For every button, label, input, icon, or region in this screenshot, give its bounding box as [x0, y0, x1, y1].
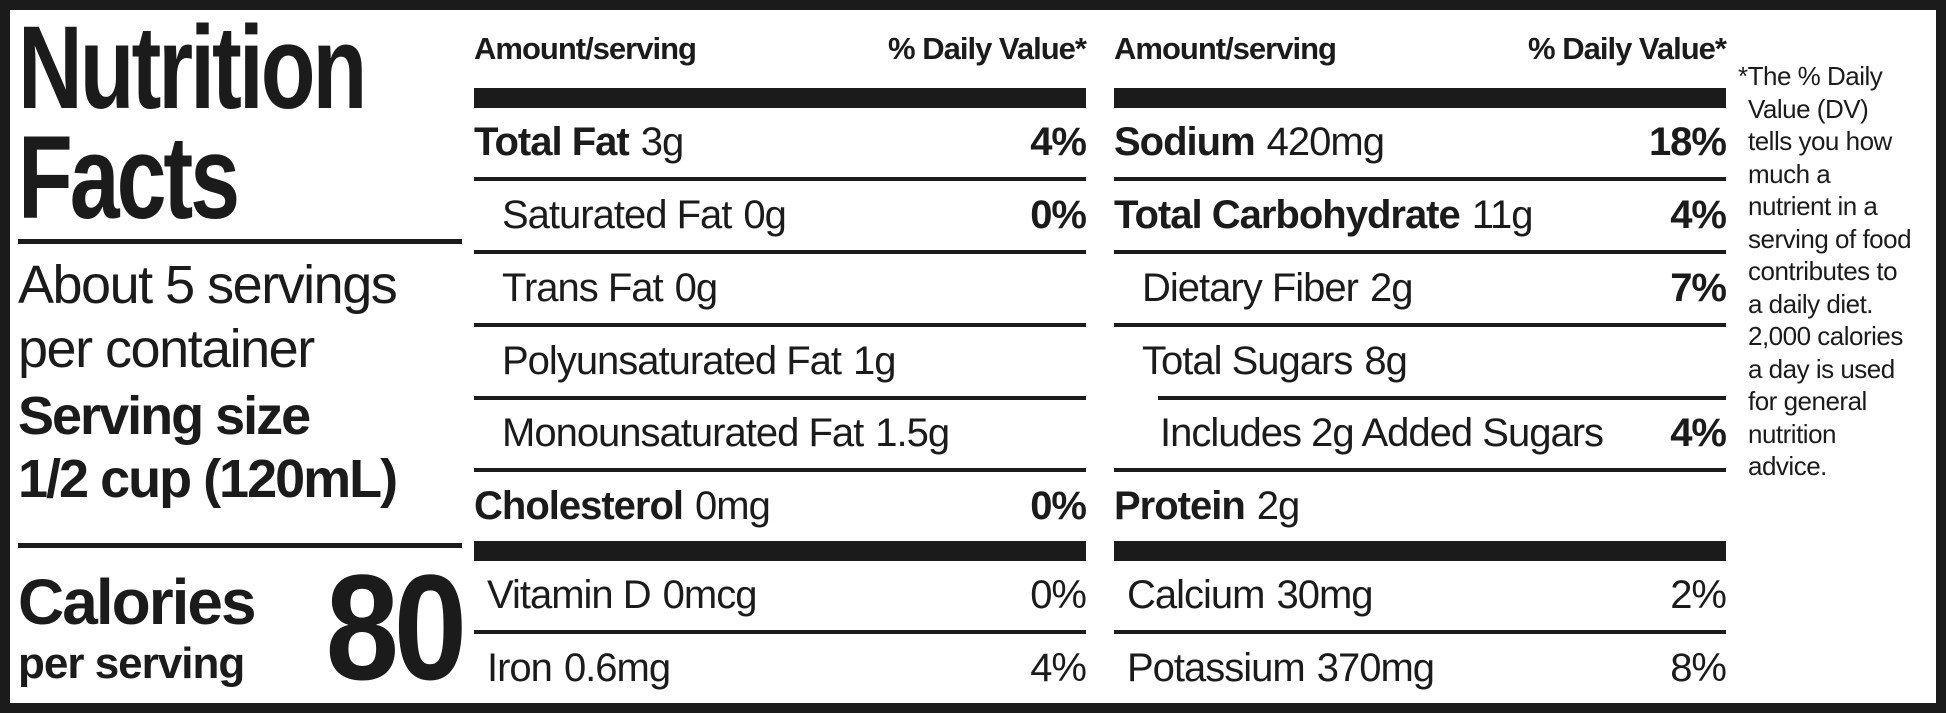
nutrient-row-polyunsaturated-fat: Polyunsaturated Fat 1g [474, 327, 1086, 396]
calories-sublabel: per serving [18, 638, 245, 688]
nutrient-amount: 1g [853, 338, 896, 383]
divider [474, 176, 1086, 181]
nutrient-name: Saturated Fat [502, 192, 732, 237]
calories-section: Calories per serving 80 [18, 542, 468, 711]
nutrient-name: Total Sugars [1142, 338, 1353, 383]
nutrient-row-total-fat: Total Fat 3g 4% [474, 108, 1087, 177]
column-header: Amount/serving % Daily Value* [1114, 10, 1727, 88]
title-line-facts: Facts [18, 111, 240, 244]
thick-bar [1114, 541, 1726, 562]
nutrient-row-saturated-fat: Saturated Fat 0g 0% [474, 181, 1087, 250]
divider [474, 395, 1086, 400]
nutrient-row-trans-fat: Trans Fat 0g [474, 254, 1086, 323]
serving-size-value: 1/2 cup (120mL) [18, 448, 398, 509]
column-header: Amount/serving % Daily Value* [474, 10, 1087, 88]
nutrient-row-iron: Iron 0.6mg 4% [474, 634, 1087, 703]
divider [18, 543, 462, 549]
divider-indented [1158, 395, 1726, 400]
thick-bar [474, 88, 1086, 108]
nutrient-row-sodium: Sodium 420mg 18% [1114, 108, 1727, 177]
nutrient-dv: 8% [1670, 646, 1727, 691]
amount-serving-header: Amount/serving [1114, 31, 1337, 66]
nutrient-amount: 420mg [1266, 119, 1385, 164]
nutrient-column-left: Amount/serving % Daily Value* Total Fat … [474, 10, 1087, 703]
nutrient-row-protein: Protein 2g [1114, 472, 1726, 541]
nutrient-column-right: Amount/serving % Daily Value* Sodium 420… [1114, 10, 1727, 703]
nutrient-dv: 4% [1670, 411, 1727, 456]
nutrient-amount: 0g [674, 265, 718, 310]
divider [474, 468, 1086, 473]
divider [1114, 468, 1726, 473]
divider [1114, 630, 1726, 635]
nutrient-row-monounsaturated-fat: Monounsaturated Fat 1.5g [474, 400, 1086, 469]
thick-bar [474, 541, 1086, 562]
divider [1114, 176, 1726, 181]
nutrient-row-dietary-fiber: Dietary Fiber 2g 7% [1114, 254, 1727, 323]
divider [1114, 249, 1726, 254]
nutrient-dv: 0% [1030, 484, 1087, 529]
nutrient-amount: 370mg [1316, 646, 1435, 691]
calories-words: Calories per serving [18, 565, 257, 688]
nutrient-name: Dietary Fiber [1142, 265, 1359, 310]
calories-value: 80 [325, 542, 468, 711]
nutrient-amount: 1.5g [875, 411, 950, 456]
nutrient-name: Vitamin D [487, 573, 652, 618]
nutrient-name: Total Carbohydrate [1114, 192, 1461, 237]
nutrient-row-added-sugars: Includes 2g Added Sugars 4% [1114, 400, 1727, 469]
divider [474, 630, 1086, 635]
divider [474, 249, 1086, 254]
nutrient-name: Iron [487, 646, 553, 691]
divider [18, 239, 462, 245]
nutrient-name: Includes 2g Added Sugars [1160, 411, 1604, 456]
nutrient-dv: 4% [1670, 192, 1727, 237]
nutrient-name: Monounsaturated Fat [502, 411, 864, 456]
nutrient-name: Protein [1114, 484, 1246, 529]
divider [1114, 322, 1726, 327]
divider [474, 322, 1086, 327]
daily-value-footnote: *The % Daily Value (DV) tells you how mu… [1738, 61, 1912, 481]
nutrient-name: Total Fat [474, 119, 630, 164]
nutrient-dv: 18% [1648, 119, 1727, 164]
nutrient-amount: 30mg [1276, 573, 1373, 618]
left-panel: Nutrition Facts About 5 servings per con… [10, 2, 468, 711]
nutrient-dv: 4% [1030, 646, 1087, 691]
nutrient-amount: 2g [1256, 484, 1300, 529]
nutrient-dv: 7% [1670, 265, 1727, 310]
amount-serving-header: Amount/serving [474, 31, 697, 66]
nutrient-amount: 0mcg [662, 573, 758, 618]
nutrient-name: Sodium [1114, 119, 1256, 164]
nutrient-name: Trans Fat [502, 265, 664, 310]
servings-per-container: About 5 servings per container [18, 255, 398, 379]
nutrient-amount: 3g [640, 119, 684, 164]
nutrient-row-potassium: Potassium 370mg 8% [1114, 634, 1727, 703]
calories-label: Calories [18, 565, 257, 638]
nutrient-row-vitamin-d: Vitamin D 0mcg 0% [474, 561, 1087, 630]
daily-value-header: % Daily Value* [888, 31, 1087, 66]
nutrient-dv: 0% [1030, 573, 1087, 618]
nutrient-amount: 0.6mg [563, 646, 671, 691]
nutrient-dv: 4% [1030, 119, 1087, 164]
nutrient-row-total-sugars: Total Sugars 8g [1114, 327, 1726, 396]
nutrient-amount: 0g [743, 192, 786, 237]
page-title: Nutrition Facts [18, 2, 367, 244]
nutrient-name: Polyunsaturated Fat [502, 338, 842, 383]
nutrient-row-calcium: Calcium 30mg 2% [1114, 561, 1727, 630]
thick-bar [1114, 88, 1726, 108]
nutrient-amount: 2g [1369, 265, 1413, 310]
nutrient-dv: 2% [1670, 573, 1727, 618]
nutrient-name: Cholesterol [474, 484, 684, 529]
nutrient-row-total-carbohydrate: Total Carbohydrate 11g 4% [1114, 181, 1727, 250]
nutrient-name: Potassium [1127, 646, 1306, 691]
nutrient-dv: 0% [1030, 192, 1087, 237]
nutrient-row-cholesterol: Cholesterol 0mg 0% [474, 472, 1087, 541]
nutrient-amount: 11g [1471, 192, 1534, 237]
nutrient-amount: 0mg [695, 484, 771, 529]
serving-size: Serving size 1/2 cup (120mL) [18, 385, 462, 511]
nutrient-name: Calcium [1127, 573, 1265, 618]
nutrient-amount: 8g [1364, 338, 1407, 383]
title-line-nutrition: Nutrition [18, 2, 367, 134]
serving-size-label: Serving size [18, 385, 311, 446]
daily-value-header: % Daily Value* [1528, 31, 1727, 66]
